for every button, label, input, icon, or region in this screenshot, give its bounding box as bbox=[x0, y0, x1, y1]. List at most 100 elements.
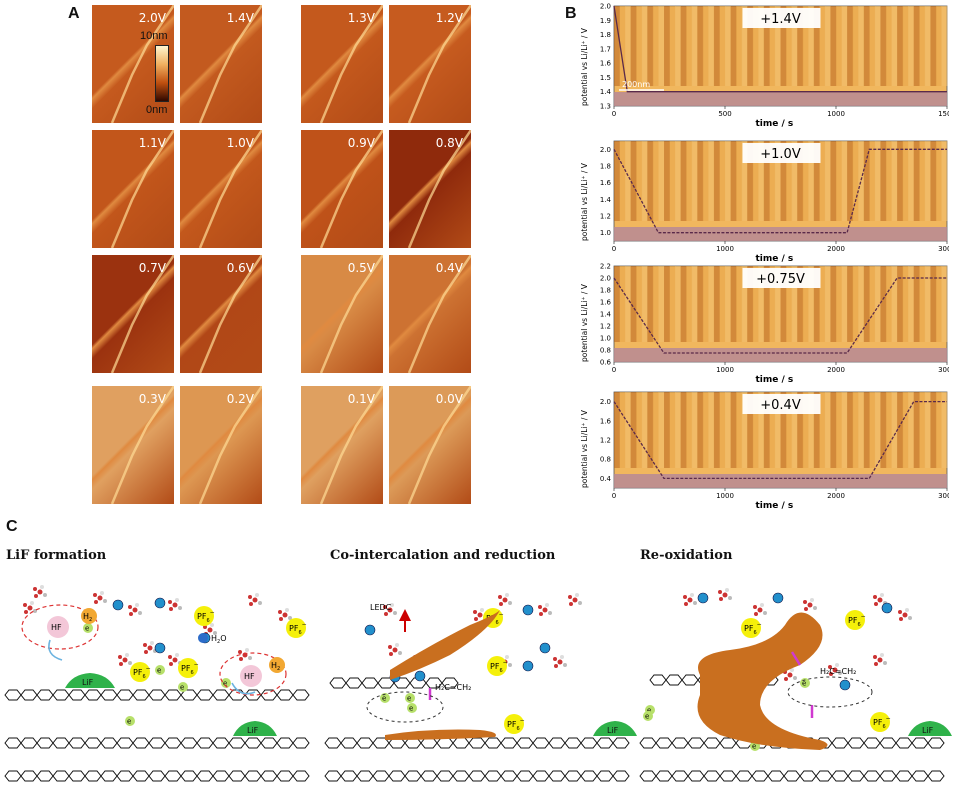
stm-stripe bbox=[625, 141, 632, 221]
graphene-hexagon bbox=[681, 674, 699, 686]
graphene-hexagon bbox=[719, 770, 737, 782]
graphene-hexagon bbox=[52, 770, 70, 782]
graphene-hexagon bbox=[132, 770, 150, 782]
solvent-molecule bbox=[168, 598, 182, 611]
voltage-label: 0.2V bbox=[226, 392, 254, 406]
stm-stripe bbox=[874, 392, 881, 468]
graphene-hexagon bbox=[847, 770, 865, 782]
stm-stripe bbox=[725, 266, 731, 342]
graphene-hexagon bbox=[276, 770, 294, 782]
graphene-hexagon bbox=[484, 737, 502, 749]
graphene-hexagon bbox=[20, 737, 38, 749]
stm-stripe bbox=[924, 6, 931, 86]
stm-stripe bbox=[797, 141, 804, 221]
y-tick-label: 0.4 bbox=[600, 475, 612, 483]
stm-stripe bbox=[930, 6, 937, 86]
stm-stripe bbox=[786, 266, 793, 342]
colorbar-top-label: 10nm bbox=[140, 30, 168, 42]
stm-stripe bbox=[730, 141, 737, 221]
lif-island bbox=[65, 673, 115, 688]
graphene-hexagon bbox=[4, 770, 22, 782]
stm-stripe bbox=[813, 141, 820, 221]
baseline-band bbox=[614, 348, 947, 362]
stm-stripe bbox=[713, 141, 720, 221]
svg-text:e: e bbox=[409, 705, 413, 713]
graphene-hexagon bbox=[815, 770, 833, 782]
solvent-molecule bbox=[203, 623, 217, 636]
graphene-hexagon bbox=[799, 770, 817, 782]
stm-stripe bbox=[625, 392, 632, 468]
graphene-hexagon bbox=[244, 770, 262, 782]
graphene-hexagon bbox=[404, 770, 422, 782]
graphene-hexagon bbox=[703, 770, 721, 782]
graphene-hexagon bbox=[847, 737, 865, 749]
graphene-hexagon bbox=[452, 737, 470, 749]
stm-stripe bbox=[930, 141, 937, 221]
graphene-hexagon bbox=[687, 737, 705, 749]
stm-stripe bbox=[641, 141, 648, 221]
li-ion bbox=[697, 592, 709, 604]
stm-stripe bbox=[652, 6, 659, 86]
graphene-hexagon bbox=[671, 737, 689, 749]
stm-stripe bbox=[719, 6, 726, 86]
graphene-hexagon bbox=[180, 737, 198, 749]
stm-stripe bbox=[897, 141, 904, 221]
stm-stripe bbox=[763, 392, 770, 468]
graphene-hexagon bbox=[100, 737, 118, 749]
graphene-hexagon bbox=[879, 770, 897, 782]
stm-stripe bbox=[697, 392, 704, 468]
stm-stripe bbox=[719, 141, 726, 221]
y-tick-label: 1.8 bbox=[600, 287, 611, 295]
svg-text:e: e bbox=[157, 667, 161, 675]
stm-stripe bbox=[836, 266, 842, 342]
stm-stripe bbox=[664, 141, 670, 221]
stm-stripe bbox=[664, 392, 670, 468]
afm-tile: 0.6V bbox=[180, 255, 262, 373]
li-ion bbox=[839, 679, 851, 691]
stm-stripe bbox=[780, 392, 787, 468]
svg-text:e: e bbox=[647, 707, 651, 715]
stm-stripe bbox=[841, 266, 848, 342]
stm-stripe bbox=[802, 266, 809, 342]
stm-stripe bbox=[741, 6, 748, 86]
stm-stripe bbox=[869, 141, 876, 221]
graphene-hexagon bbox=[649, 674, 667, 686]
electron: e bbox=[221, 678, 231, 688]
stm-stripe bbox=[630, 392, 637, 468]
graphene-hexagon bbox=[228, 737, 246, 749]
stage-title-co-intercalation: Co-intercalation and reduction bbox=[330, 548, 556, 563]
graphene-hexagon bbox=[783, 770, 801, 782]
step-edge bbox=[110, 386, 174, 504]
stm-stripe bbox=[713, 6, 720, 86]
stm-stripe bbox=[824, 6, 831, 86]
stm-stripe bbox=[880, 266, 887, 342]
graphene-hexagon bbox=[361, 677, 379, 689]
stm-stripe bbox=[752, 6, 759, 86]
y-axis-label: potential vs Li/Li⁺ / V bbox=[580, 409, 589, 488]
graphene-hexagon bbox=[580, 770, 598, 782]
stm-stripe bbox=[836, 6, 842, 86]
graphene-hexagon bbox=[564, 770, 582, 782]
step-edge bbox=[198, 386, 262, 504]
solvent-molecule bbox=[828, 663, 842, 676]
li-ion bbox=[881, 602, 893, 614]
electron: e bbox=[643, 711, 653, 721]
stm-stripe bbox=[647, 141, 654, 221]
voltage-label: 0.8V bbox=[435, 136, 463, 150]
y-tick-label: 1.6 bbox=[600, 417, 612, 425]
graphene-hexagon bbox=[441, 677, 459, 689]
graphene-hexagon bbox=[228, 689, 246, 701]
colorbar-bottom-label: 0nm bbox=[146, 104, 168, 116]
panel-b-letter: B bbox=[565, 5, 577, 22]
hf-molecule bbox=[240, 665, 262, 687]
stm-stripe bbox=[863, 392, 870, 468]
plot-title: +1.0V bbox=[760, 147, 801, 162]
stm-stripe bbox=[680, 392, 687, 468]
graphene-hexagon bbox=[655, 737, 673, 749]
step-edge bbox=[110, 5, 174, 123]
stm-stripe bbox=[691, 6, 698, 86]
potential-plot: 0 500 1000 1500 2.0 1.9 1.8 1.7 1.6 1.5 1.4 1.3 time… bbox=[577, 2, 949, 130]
x-tick-label: 0 bbox=[612, 245, 616, 253]
stm-stripe bbox=[658, 6, 665, 86]
graphene-hexagon bbox=[548, 737, 566, 749]
